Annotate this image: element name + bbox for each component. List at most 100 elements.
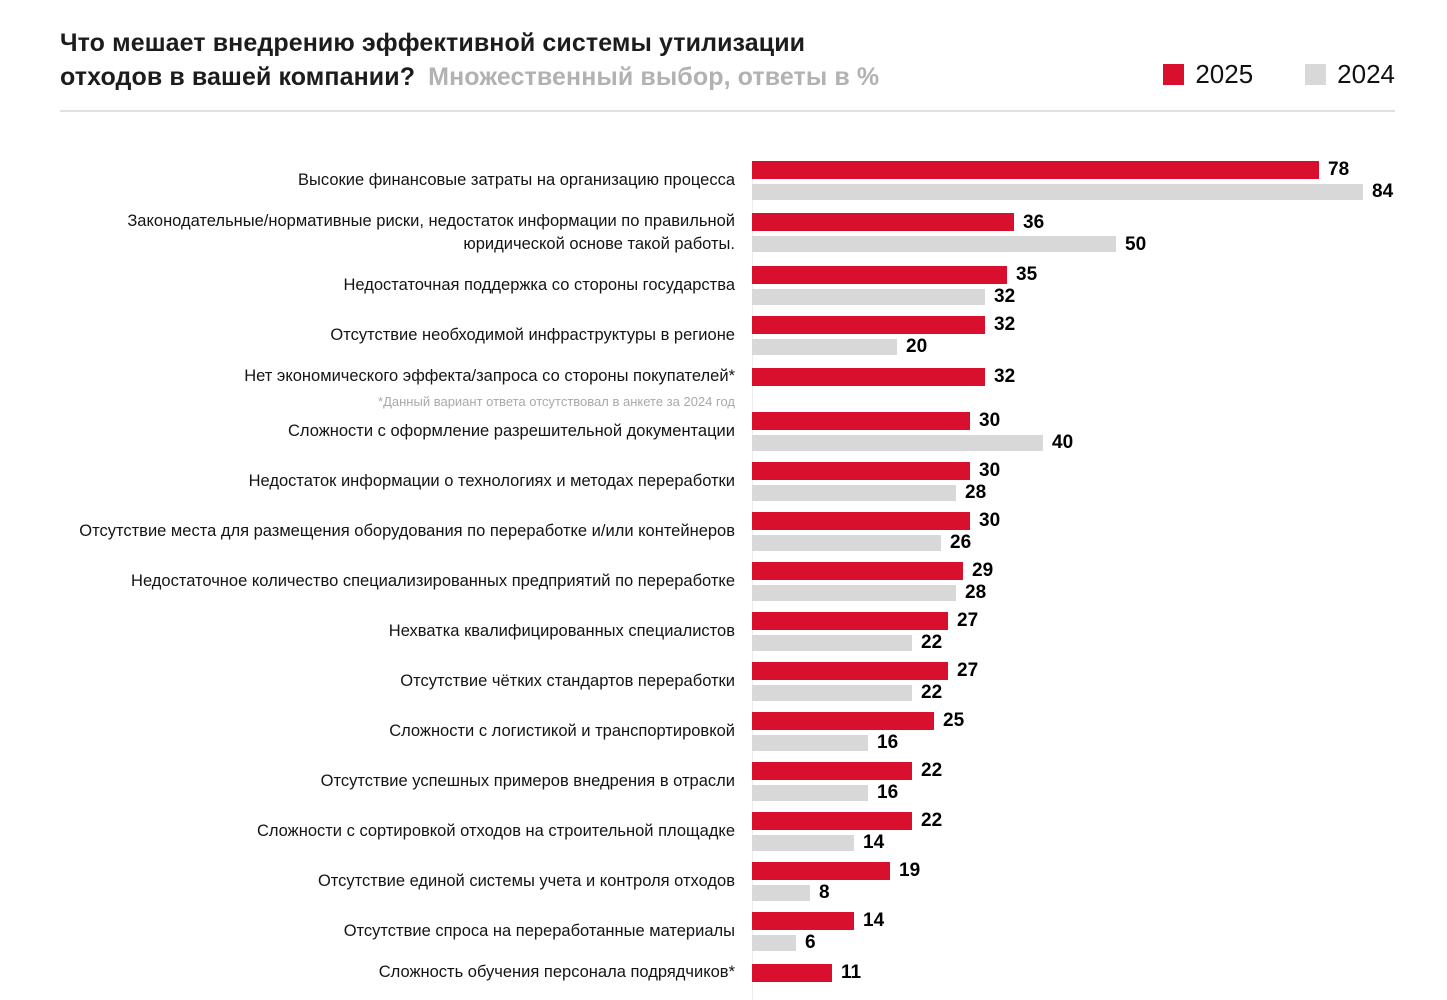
- bar-2025: [752, 367, 985, 386]
- legend-swatch-2025: [1163, 64, 1185, 85]
- bar-2025: [752, 511, 970, 530]
- category-label: Законодательные/нормативные риски, недос…: [60, 210, 752, 256]
- bar-value-2024: 14: [863, 832, 885, 853]
- bar-value-2024: 84: [1372, 181, 1394, 202]
- category-label-text: Отсутствие успешных примеров внедрения в…: [320, 772, 735, 790]
- chart-row: Отсутствие спроса на переработанные мате…: [60, 911, 1395, 952]
- category-label: Отсутствие места для размещения оборудов…: [60, 520, 752, 543]
- bar-line-2024: 26: [752, 533, 1395, 552]
- bar-2025: [752, 411, 970, 430]
- bar-2024: [752, 534, 941, 551]
- bar-value-2025: 30: [979, 510, 1001, 531]
- legend-label-2025: 2025: [1195, 59, 1254, 89]
- bar-value-2025: 19: [899, 860, 921, 881]
- bar-2024: [752, 484, 956, 501]
- category-label-text: Сложности с оформление разрешительной до…: [287, 422, 735, 440]
- bar-2025: [752, 861, 890, 880]
- category-label-text: Нет экономического эффекта/запроса со ст…: [244, 367, 735, 385]
- bar-group: 19 8: [752, 861, 1395, 902]
- chart-title-line2: отходов в вашей компании?: [60, 63, 416, 91]
- bar-2024: [752, 634, 912, 651]
- bar-chart-rows: Высокие финансовые затраты на организаци…: [60, 160, 1395, 984]
- chart-subtitle: Множественный выбор, ответы в %: [428, 63, 880, 91]
- bar-2025: [752, 711, 934, 730]
- bar-group: 25 16: [752, 711, 1395, 752]
- category-label-text: Сложности с сортировкой отходов на строи…: [256, 822, 735, 840]
- bar-group: 30 40: [752, 411, 1395, 452]
- bar-2024: [752, 584, 956, 601]
- bar-2025: [752, 315, 985, 334]
- bar-line-2025: 19: [752, 861, 1395, 880]
- category-label: Высокие финансовые затраты на организаци…: [60, 169, 752, 192]
- chart-title-line1: Что мешает внедрению эффективной системы…: [60, 29, 806, 57]
- bar-group: 27 22: [752, 661, 1395, 702]
- bar-value-2025: 25: [943, 710, 965, 731]
- bar-line-2024: 22: [752, 633, 1395, 652]
- category-label: Сложность обучения персонала подрядчиков…: [60, 961, 752, 984]
- bar-2025: [752, 265, 1007, 284]
- category-label-text: Недостаточная поддержка со стороны госуд…: [343, 276, 735, 294]
- bar-line-2025: 14: [752, 911, 1395, 930]
- bar-2025: [752, 561, 963, 580]
- bar-line-2024: 28: [752, 583, 1395, 602]
- category-label: Отсутствие успешных примеров внедрения в…: [60, 770, 752, 793]
- bar-group: 27 22: [752, 611, 1395, 652]
- bar-2024: [752, 834, 854, 851]
- bar-line-2024: 6: [752, 933, 1395, 952]
- bar-line-2024: 50: [752, 235, 1395, 254]
- bar-line-2025: 29: [752, 561, 1395, 580]
- bar-group: 32 20: [752, 315, 1395, 356]
- page: Что мешает внедрению эффективной системы…: [60, 26, 1395, 1000]
- bar-2025: [752, 811, 912, 830]
- bar-value-2024: 8: [819, 882, 830, 903]
- bar-line-2025: 22: [752, 761, 1395, 780]
- legend: 2025 2024: [1163, 59, 1395, 90]
- chart-row: Нехватка квалифицированных специалистов 2…: [60, 611, 1395, 652]
- bar-value-2025: 36: [1023, 211, 1045, 233]
- bar-2025: [752, 213, 1014, 231]
- category-label-text: Отсутствие места для размещения оборудов…: [79, 522, 735, 540]
- bar-2024: [752, 434, 1043, 451]
- bar-value-2025: 30: [979, 460, 1001, 481]
- chart-row: Сложности с оформление разрешительной до…: [60, 411, 1395, 452]
- bar-line-2025: 30: [752, 511, 1395, 530]
- bar-group: 22 16: [752, 761, 1395, 802]
- chart-row: Высокие финансовые затраты на организаци…: [60, 160, 1395, 201]
- category-label: Отсутствие чётких стандартов переработки: [60, 670, 752, 693]
- bar-line-2025: 27: [752, 611, 1395, 630]
- bar-line-2024: 40: [752, 433, 1395, 452]
- bar-group: 30 26: [752, 511, 1395, 552]
- category-label: Отсутствие спроса на переработанные мате…: [60, 920, 752, 943]
- category-label: Сложности с логистикой и транспортировко…: [60, 720, 752, 743]
- category-label-text: Отсутствие спроса на переработанные мате…: [343, 922, 735, 940]
- bar-value-2024: 20: [906, 336, 928, 357]
- bar-value-2025: 30: [979, 410, 1001, 431]
- bar-value-2024: 16: [877, 732, 899, 753]
- category-label: Недостаточное количество специализирован…: [60, 570, 752, 593]
- chart-row: Недостаток информации о технологиях и ме…: [60, 461, 1395, 502]
- bar-group: 35 32: [752, 265, 1395, 306]
- category-label-text: Недостаточное количество специализирован…: [131, 572, 735, 590]
- bar-2025: [752, 911, 854, 930]
- bar-value-2024: 6: [805, 932, 816, 953]
- chart-row: Сложности с сортировкой отходов на строи…: [60, 811, 1395, 852]
- category-label: Недостаток информации о технологиях и ме…: [60, 470, 752, 493]
- category-label-text: Нехватка квалифицированных специалистов: [388, 622, 735, 640]
- bar-line-2024: 8: [752, 883, 1395, 902]
- bar-value-2024: 22: [921, 682, 943, 703]
- bar-line-2024: 84: [752, 182, 1395, 201]
- bar-value-2024: 28: [965, 582, 987, 603]
- bar-value-2025: 78: [1328, 159, 1350, 180]
- bar-line-2024: 16: [752, 733, 1395, 752]
- category-label-text: Высокие финансовые затраты на организаци…: [298, 171, 735, 189]
- bar-2024: [752, 934, 796, 951]
- bar-line-2024: 22: [752, 683, 1395, 702]
- header: Что мешает внедрению эффективной системы…: [60, 26, 1395, 94]
- category-label: Отсутствие единой системы учета и контро…: [60, 870, 752, 893]
- bar-2025: [752, 461, 970, 480]
- bar-line-2024: 14: [752, 833, 1395, 852]
- bar-group: 78 84: [752, 160, 1395, 201]
- chart-row: Отсутствие успешных примеров внедрения в…: [60, 761, 1395, 802]
- category-label: Сложности с оформление разрешительной до…: [60, 420, 752, 443]
- category-label-text: Отсутствие единой системы учета и контро…: [317, 872, 735, 890]
